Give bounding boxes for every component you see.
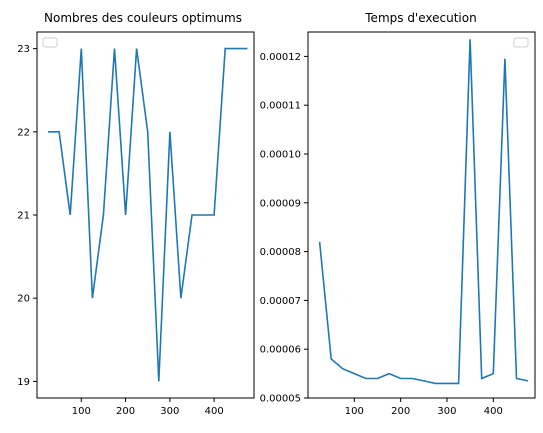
x-tick-label: 300: [437, 406, 456, 417]
y-tick-label: 20: [17, 294, 30, 305]
y-axis: 0.00005 0.00006 0.00007 0.00008 0.00009 0.000…: [260, 52, 308, 405]
x-tick-label: 100: [72, 406, 91, 417]
subplot-color-count: Nombres des couleurs optimums 100 200 300 4…: [17, 11, 255, 417]
x-tick-label: 400: [484, 406, 503, 417]
series-line: [48, 47, 248, 382]
legend-box: [42, 37, 58, 48]
x-tick-label: 400: [205, 406, 224, 417]
y-tick-label: 19: [17, 377, 30, 388]
y-tick-label: 0.00005: [260, 394, 301, 405]
plot-frame: [307, 31, 536, 399]
y-tick-label: 0.00007: [260, 296, 301, 307]
y-tick-label: 0.00012: [260, 52, 301, 63]
chart-title: Temps d'execution: [364, 11, 476, 25]
y-tick-label: 23: [17, 44, 30, 55]
x-tick-label: 300: [160, 406, 179, 417]
x-axis: 100 200 300 400: [345, 398, 503, 417]
x-tick-label: 100: [345, 406, 364, 417]
x-tick-label: 200: [391, 406, 410, 417]
series-line: [318, 39, 529, 385]
y-axis: 19 20 21 22 23: [17, 44, 37, 388]
y-tick-label: 0.00009: [260, 198, 301, 209]
y-tick-label: 0.00010: [260, 150, 301, 161]
x-tick-label: 200: [116, 406, 135, 417]
x-axis: 100 200 300 400: [72, 398, 224, 417]
y-tick-label: 0.00008: [260, 247, 301, 258]
legend-box: [513, 37, 529, 48]
y-tick-label: 0.00006: [260, 345, 301, 356]
subplot-execution-time: Temps d'execution 100 200 300 400 0.000050.…: [260, 11, 536, 417]
y-tick-label: 0.00011: [260, 101, 301, 112]
y-tick-label: 22: [17, 127, 30, 138]
chart-title: Nombres des couleurs optimums: [44, 11, 242, 25]
y-tick-label: 21: [17, 211, 30, 222]
